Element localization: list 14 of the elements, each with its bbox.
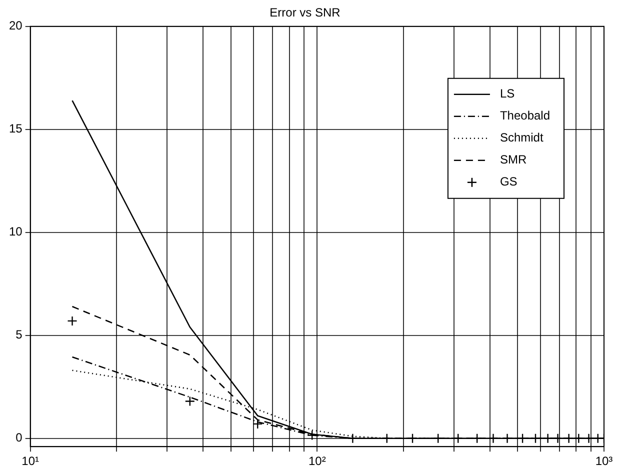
x-tick-label: 10² bbox=[308, 454, 326, 468]
legend-label: GS bbox=[500, 174, 518, 189]
y-tick-label: 15 bbox=[8, 122, 23, 136]
legend-label: SMR bbox=[500, 152, 527, 167]
legend-label: Schmidt bbox=[500, 130, 544, 145]
legend-label: Theobald bbox=[500, 108, 550, 123]
x-tick-label: 10¹ bbox=[22, 454, 40, 468]
y-tick-label: 0 bbox=[16, 430, 23, 445]
y-tick-label: 10 bbox=[8, 224, 23, 239]
y-tick-label: 5 bbox=[16, 328, 23, 342]
legend-label: LS bbox=[500, 86, 515, 101]
y-tick-label: 20 bbox=[8, 18, 23, 33]
chart-title: Error vs SNR bbox=[270, 6, 341, 20]
x-tick-label: 10³ bbox=[595, 454, 613, 468]
